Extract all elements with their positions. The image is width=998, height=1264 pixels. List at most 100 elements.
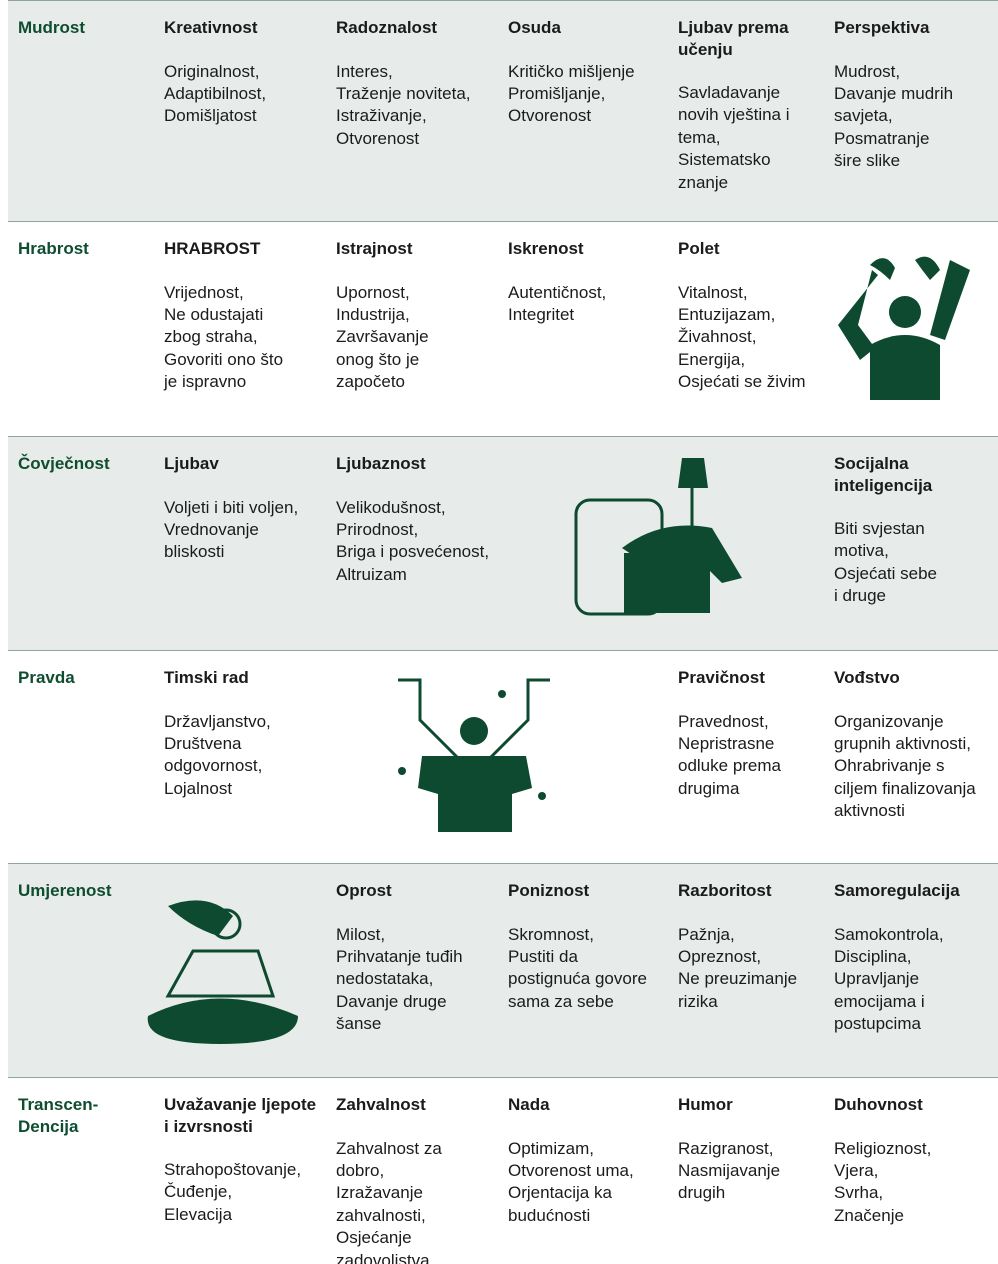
trait-line: Razigranost, — [678, 1138, 774, 1158]
trait-line: budućnosti — [508, 1205, 591, 1225]
trait-line: motiva, — [834, 541, 889, 561]
trait-title: Oprost — [336, 881, 392, 900]
table-row: Umjerenost Oprost Milost, Prihvatanje tuđih… — [8, 863, 998, 1078]
trait-line: bliskosti — [164, 542, 225, 562]
trait-line: Čuđenje, — [164, 1182, 233, 1202]
illustration-meditate — [147, 900, 298, 1044]
trait-title: Timski rad — [164, 668, 249, 687]
trait-line: Domišljatost — [164, 106, 257, 126]
trait-cell: Nada Optimizam, Otvorenost uma, Orjentacija… — [508, 1094, 663, 1227]
trait-line: Svrha, — [834, 1183, 884, 1203]
trait-cell: Istrajnost Upornost, Industrija, Završavanj… — [336, 238, 491, 394]
trait-line: Prirodnost, — [336, 519, 419, 539]
trait-line: šire slike — [834, 151, 901, 171]
trait-title: Pravičnost — [678, 668, 765, 687]
trait-cell: HRABROST Vrijednost, Ne odustajati zbog str… — [164, 238, 319, 394]
trait-title: Humor — [678, 1095, 733, 1114]
trait-title: Ljubaznost — [336, 454, 426, 473]
trait-line: Orjentacija ka — [508, 1183, 612, 1203]
trait-line: zbog straha, — [164, 327, 258, 347]
trait-line: tema, — [678, 127, 721, 147]
trait-line: postupcima — [834, 1014, 921, 1034]
trait-cell: Kreativnost Originalnost, Adaptibilnost, Do… — [164, 17, 319, 128]
trait-line: novih vještina i — [678, 105, 790, 125]
trait-cell: Zahvalnost Zahvalnost za dobro, Izražavanje… — [336, 1094, 491, 1264]
trait-line: i druge — [834, 586, 886, 606]
trait-cell: Ljubaznost Velikodušnost, Prirodnost, Briga… — [336, 453, 491, 586]
trait-line: Nasmijavanje — [678, 1160, 781, 1180]
trait-line: Ne odustajati — [164, 304, 264, 324]
trait-title: Socijalna inteligencija — [834, 454, 933, 495]
trait-title: Zahvalnost — [336, 1095, 426, 1114]
trait-line: Samokontrola, — [834, 924, 944, 944]
trait-line: Kritičko mišljenje — [508, 61, 635, 81]
trait-line: Biti svjestan — [834, 519, 925, 538]
trait-line: Originalnost, — [164, 61, 260, 81]
trait-line: Voljeti i biti voljen, — [164, 497, 299, 517]
trait-line: rizika — [678, 991, 718, 1011]
trait-line: Velikodušnost, — [336, 497, 446, 517]
trait-line: Vjera, — [834, 1160, 879, 1180]
trait-line: Nepristrasne — [678, 733, 775, 753]
trait-line: zadovoljstva — [336, 1250, 430, 1264]
trait-line: Skromnost, — [508, 924, 594, 944]
trait-cell: Ljubav Voljeti i biti voljen, Vrednovanje b… — [164, 453, 319, 564]
table-row: Pravda Timski rad Državljanstvo, Društvena o… — [8, 650, 998, 864]
trait-title: Uvažavanje ljepote i izvrsnosti — [164, 1095, 317, 1136]
trait-line: Traženje noviteta, — [336, 83, 471, 103]
trait-cell: Vođstvo Organizovanje grupnih aktivnosti, O… — [834, 667, 989, 823]
trait-line: šanse — [336, 1014, 382, 1034]
trait-cell: Perspektiva Mudrost, Davanje mudrih savjeta… — [834, 17, 989, 173]
trait-line: znanje — [678, 172, 729, 192]
trait-line: Govoriti ono što — [164, 349, 284, 369]
trait-line: sama za sebe — [508, 991, 614, 1011]
category: Pravda — [18, 668, 75, 687]
trait-title: Samoregulacija — [834, 881, 960, 900]
trait-cell: Uvažavanje ljepote i izvrsnosti Strahopoš… — [164, 1094, 319, 1226]
trait-line: Elevacija — [164, 1204, 233, 1224]
trait-line: Promišljanje, — [508, 83, 606, 103]
trait-line: postignuća govore — [508, 969, 647, 989]
trait-line: Industrija, — [336, 304, 410, 324]
trait-line: Upravljanje — [834, 969, 920, 989]
trait-line: savjeta, — [834, 106, 893, 126]
trait-title: Iskrenost — [508, 239, 584, 258]
trait-line: Altruizam — [336, 564, 407, 584]
trait-line: Izražavanje — [336, 1183, 423, 1203]
trait-line: drugih — [678, 1183, 726, 1203]
table-row: Transcen- Dencija Uvažavanje ljepote i iz… — [8, 1077, 998, 1264]
trait-line: Religioznost, — [834, 1138, 932, 1158]
trait-line: Briga i posvećenost, — [336, 542, 490, 562]
trait-cell: Ljubav prema učenju Savladavanje novih vje… — [678, 17, 818, 194]
trait-line: ciljem finalizovanja — [834, 778, 976, 798]
category: Umjerenost — [18, 881, 112, 900]
trait-line: Završavanje — [336, 327, 429, 347]
trait-title: Ljubav prema učenju — [678, 18, 789, 59]
trait-title: Osuda — [508, 18, 561, 37]
trait-line: Živahnost, — [678, 327, 757, 347]
trait-line: dobro, — [336, 1160, 385, 1180]
trait-line: Društvena — [164, 733, 242, 753]
trait-cell: Duhovnost Religioznost, Vjera, Svrha, Značen… — [834, 1094, 989, 1227]
trait-line: onog što je — [336, 349, 420, 369]
trait-line: emocijama i — [834, 991, 925, 1011]
trait-cell: Timski rad Državljanstvo, Društvena odgovor… — [164, 667, 319, 800]
trait-line: Entuzijazam, — [678, 304, 776, 324]
trait-line: Disciplina, — [834, 946, 912, 966]
trait-line: Milost, — [336, 924, 386, 944]
trait-title: Polet — [678, 239, 720, 258]
trait-title: Perspektiva — [834, 18, 930, 37]
trait-line: je ispravno — [164, 372, 247, 392]
trait-title: HRABROST — [164, 239, 261, 258]
trait-line: Osjećati sebe — [834, 563, 937, 583]
trait-line: Zahvalnost za — [336, 1138, 442, 1158]
trait-line: Istraživanje, — [336, 106, 427, 126]
trait-line: Osjećati se živim — [678, 372, 806, 392]
trait-line: Sistematsko — [678, 150, 771, 170]
category: Transcen- Dencija — [18, 1095, 99, 1136]
trait-line: Državljanstvo, — [164, 711, 271, 731]
trait-line: grupnih aktivnosti, — [834, 733, 972, 753]
trait-line: Energija, — [678, 349, 746, 369]
category: Mudrost — [18, 18, 86, 37]
